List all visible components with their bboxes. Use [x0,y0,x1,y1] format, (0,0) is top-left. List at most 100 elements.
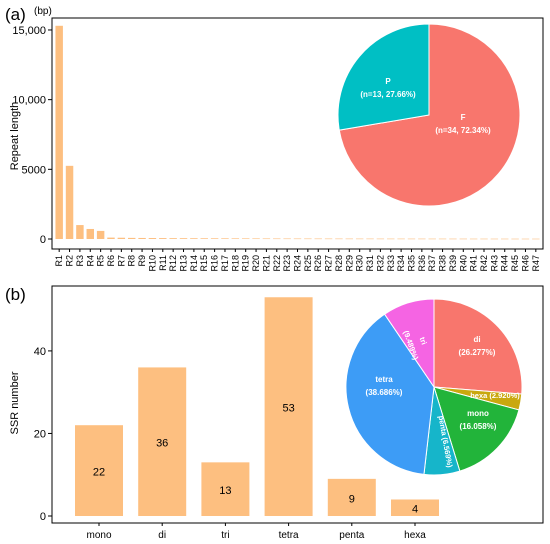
xtick-label-R40: R40 [458,255,468,272]
bar-R33 [387,238,395,240]
bar-R13 [179,238,188,239]
xtick-label-R30: R30 [355,255,365,272]
pie-b-label-value-mono: (16.058%) [460,422,497,431]
xtick-label-R37: R37 [427,255,437,272]
bar-R21 [262,238,271,240]
pie-b-label-text-hexa: hexa (2.920%) [470,391,520,400]
ytick-label-15000: 15,000 [12,25,46,37]
bar-R1 [55,25,63,240]
panel-b-pie: di(26.277%)hexa (2.920%)mono(16.058%)pen… [345,298,523,476]
xtick-label-R12: R12 [168,255,178,272]
bar-value-tri: 13 [219,485,231,497]
xtick-label-R29: R29 [344,255,354,272]
bar-R26 [314,238,322,240]
xtick-label-hexa: hexa [404,530,426,541]
ytick-label-40: 40 [34,346,46,358]
pie-b-label-mono: mono (16.058%) [460,409,497,431]
bar-R35 [407,238,416,240]
xtick-label-R46: R46 [520,255,530,272]
bar-R43 [490,238,499,240]
xtick-label-R36: R36 [417,255,427,272]
xtick-label-R20: R20 [251,255,261,272]
pie-a-label-name-F: F [461,113,466,122]
pie-b-label-name-tri: tri [418,336,429,346]
bar-R47 [532,238,540,240]
xtick-label-R45: R45 [510,255,520,272]
bar-R17 [221,238,229,239]
panel-b-label: (b) [5,285,26,304]
bar-R3 [76,225,84,239]
xtick-label-R21: R21 [261,255,271,272]
bar-R38 [438,238,447,240]
pie-a-label-value-F: (n=34, 72.34%) [435,126,491,135]
bar-R6 [107,237,115,239]
pie-a-label-name-P: P [385,77,391,86]
xtick-label-R1: R1 [54,255,64,267]
pie-a-label-value-P: (n=13, 27.66%) [360,90,416,99]
bar-R5 [96,230,105,239]
bar-R42 [480,238,488,240]
xtick-label-R31: R31 [365,255,375,272]
bar-R27 [324,238,333,240]
xtick-label-R23: R23 [282,255,292,272]
pie-b-label-name-tetra: tetra [375,375,393,384]
xtick-label-R11: R11 [158,255,168,271]
xtick-label-R18: R18 [230,255,240,272]
bar-penta [327,478,376,516]
xtick-label-R16: R16 [210,255,220,272]
xtick-label-R28: R28 [334,255,344,272]
xtick-label-R35: R35 [406,255,416,272]
bar-R23 [283,238,291,240]
panel-b-axis: mono di tri tetra penta hexa 0 20 40 [34,346,427,541]
bar-hexa [391,499,439,516]
bar-R19 [241,238,250,239]
xtick-label-R41: R41 [469,255,479,272]
bar-value-hexa: 4 [412,504,418,516]
xtick-label-R47: R47 [531,255,541,272]
panel-a-bars [55,25,540,240]
ytick-label-10000: 10,000 [12,95,46,107]
xtick-label-R43: R43 [489,255,499,272]
bar-R14 [190,238,198,239]
pie-b-label-value-di: (26.277%) [459,348,496,357]
panel-a-label: (a) [5,5,26,24]
pie-b-slice-mono [433,386,520,472]
pie-b-label-di: di (26.277%) [459,335,496,357]
bar-R20 [252,238,260,240]
bar-R46 [521,238,530,240]
xtick-label-R5: R5 [96,255,106,267]
xtick-label-R34: R34 [396,255,406,272]
bar-R24 [293,238,302,240]
bar-R36 [418,238,426,240]
bar-R7 [117,237,126,239]
bar-value-di: 36 [156,438,168,450]
panel-a-pie: F (n=34, 72.34%) P (n=13, 27.66%) [337,23,521,207]
xtick-label-R42: R42 [479,255,489,272]
xtick-label-R44: R44 [500,255,510,272]
bar-value-mono: 22 [93,467,105,479]
ytick-label-20: 20 [34,428,46,440]
xtick-label-R17: R17 [220,255,230,272]
bar-R2 [65,165,74,239]
panel-a-unit: (bp) [34,6,52,17]
bar-di [138,367,187,516]
xtick-label-tri: tri [221,530,229,541]
pie-a-slice-P [337,23,430,131]
bar-R25 [304,238,312,240]
panel-b-bars: 22 36 13 53 9 4 [75,297,439,516]
bar-R11 [159,238,167,239]
pie-b-slice-tetra [345,313,435,475]
xtick-label-R15: R15 [199,255,209,272]
pie-b-slice-di [433,298,523,395]
bar-value-tetra: 53 [282,403,294,415]
xtick-label-tetra: tetra [279,530,299,541]
bar-mono [75,425,123,516]
pie-a-label-P: P (n=13, 27.66%) [360,77,416,99]
bar-R18 [231,238,240,239]
panel-a-ylabel: Repeat length [9,102,21,171]
xtick-label-R33: R33 [386,255,396,272]
bar-R28 [335,238,343,240]
xtick-label-R3: R3 [75,255,85,267]
xtick-label-R2: R2 [65,255,75,267]
